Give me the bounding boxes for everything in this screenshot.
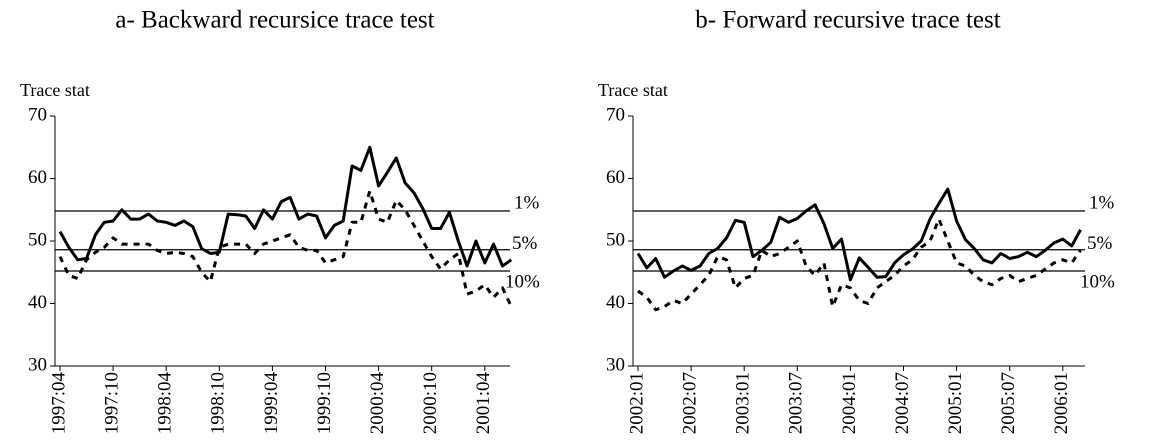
x-tick-label: 2003:01 — [733, 372, 754, 434]
x-tick-label: 1998:10 — [208, 372, 229, 434]
reference-label: 10% — [1080, 271, 1115, 292]
x-tick-label: 2004:07 — [892, 372, 913, 434]
y-tick-label: 40 — [28, 292, 47, 313]
y-tick-label: 50 — [28, 229, 47, 250]
x-tick-label: 2000:04 — [367, 372, 388, 435]
x-tick-label: 1998:04 — [155, 372, 176, 435]
x-tick-label: 2002:01 — [626, 372, 647, 434]
data-line — [58, 145, 513, 268]
y-tick-label: 30 — [606, 354, 625, 375]
x-tick-label: 2003:07 — [786, 372, 807, 434]
x-tick-label: 1997:10 — [101, 372, 122, 434]
x-tick-label: 2005:07 — [998, 372, 1019, 434]
data-line — [636, 187, 1082, 282]
x-tick-label: 1997:04 — [48, 372, 69, 435]
y-tick-label: 70 — [28, 104, 47, 125]
data-line — [637, 217, 1082, 312]
reference-label: 1% — [514, 192, 540, 213]
reference-label: 1% — [1089, 192, 1115, 213]
y-tick-label: 60 — [606, 167, 625, 188]
y-tick-label: 50 — [606, 229, 625, 250]
chart: b- Forward recursive trace test Trace sta… — [598, 7, 1115, 435]
x-tick-label: 1999:04 — [261, 372, 282, 435]
x-tick-label: 1999:10 — [314, 372, 335, 434]
x-tick-label: 2000:10 — [420, 372, 441, 434]
y-tick-label: 70 — [606, 104, 625, 125]
y-axis-label: Trace stat — [598, 80, 668, 100]
x-tick-label: 2006:01 — [1051, 372, 1072, 434]
y-axis-label: Trace stat — [20, 80, 90, 100]
reference-label: 5% — [512, 233, 538, 254]
y-tick-label: 40 — [606, 292, 625, 313]
y-tick-label: 60 — [28, 167, 47, 188]
chart: a- Backward recursice trace test Trace st… — [20, 7, 540, 435]
reference-label: 10% — [505, 271, 540, 292]
x-tick-label: 2001:04 — [473, 372, 494, 435]
y-tick-label: 30 — [28, 354, 47, 375]
reference-label: 5% — [1087, 233, 1113, 254]
x-tick-label: 2002:07 — [679, 372, 700, 434]
chart-title: a- Backward recursice trace test — [115, 7, 434, 34]
chart-title: b- Forward recursive trace test — [695, 7, 1000, 34]
x-tick-label: 2004:01 — [839, 372, 860, 434]
data-line — [58, 189, 513, 308]
x-tick-label: 2005:01 — [945, 372, 966, 434]
